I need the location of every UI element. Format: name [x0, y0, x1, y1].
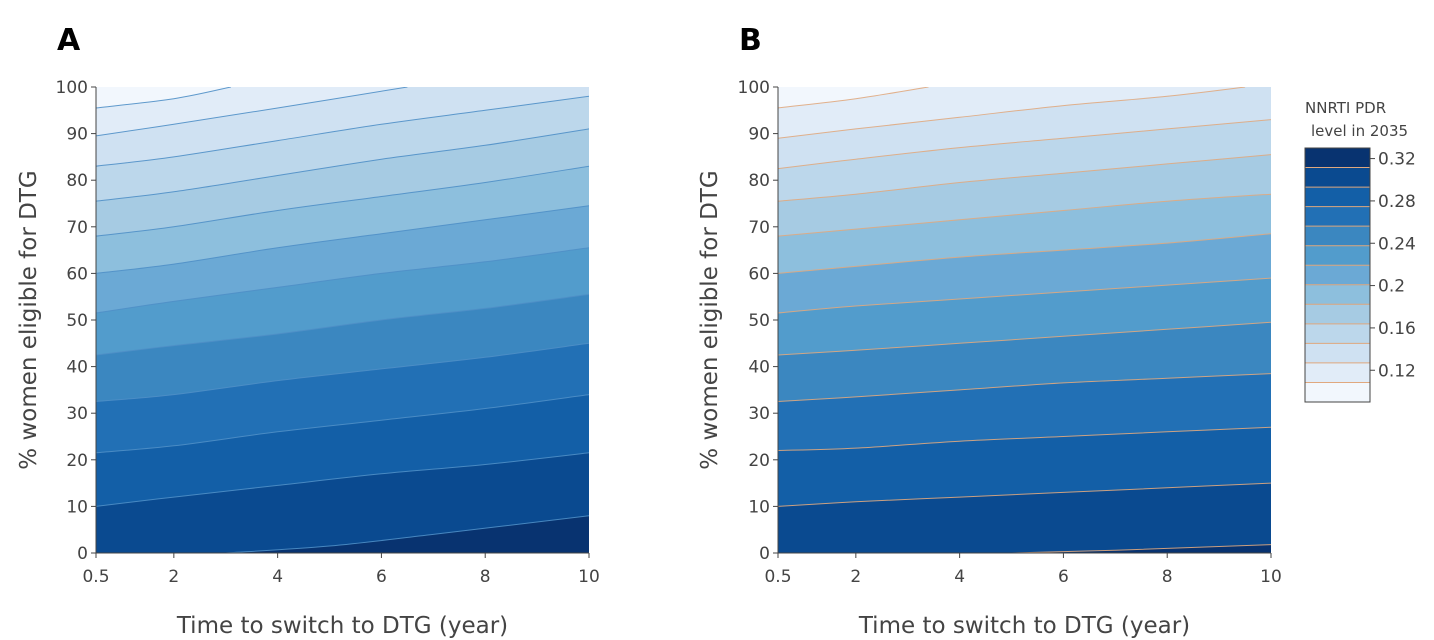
- colorbar-band: [1305, 343, 1370, 364]
- colorbar-frame: [1304, 147, 1371, 403]
- colorbar-band: [1305, 382, 1370, 403]
- y-tick-label: 80: [66, 171, 88, 191]
- x-tick-label: 0.5: [82, 567, 109, 587]
- colorbar-tick-label: 0.12: [1378, 361, 1416, 381]
- colorbar-band: [1305, 265, 1370, 286]
- contour-line: [96, 452, 589, 507]
- y-tick-label: 100: [738, 78, 770, 98]
- y-tick-label: 90: [748, 125, 770, 145]
- contour-line: [96, 205, 589, 274]
- y-tick-label: 0: [759, 544, 770, 564]
- colorbar-title: level in 2035: [1311, 122, 1408, 140]
- contour-line: [778, 233, 1271, 274]
- contour-line: [778, 426, 1271, 451]
- x-axis-title: Time to switch to DTG (year): [176, 613, 508, 639]
- contour-line: [778, 87, 929, 109]
- y-tick-label: 50: [748, 311, 770, 331]
- panel-b: 0 10 20 30 40 50 60 70 80 90 100 0.5 2 4 6 8 10 Time to s…: [697, 23, 1282, 639]
- panel-label: B: [739, 23, 762, 58]
- colorbar-band: [1305, 284, 1370, 305]
- contour-line: [96, 293, 589, 356]
- y-tick-label: 60: [66, 264, 88, 284]
- y-tick-label: 60: [748, 264, 770, 284]
- contour-line: [778, 482, 1271, 507]
- contour-line: [96, 95, 589, 167]
- y-axis-title: % women eligible for DTG: [697, 170, 723, 469]
- y-tick-label: 70: [748, 218, 770, 238]
- plot-area: [96, 87, 589, 553]
- colorbar-band: [1305, 304, 1370, 325]
- y-tick-label: 40: [66, 358, 88, 378]
- contour-line: [778, 87, 1246, 139]
- y-axis-title: % women eligible for DTG: [16, 170, 42, 469]
- contour-line: [778, 119, 1271, 170]
- x-tick-label: 10: [578, 567, 600, 587]
- contour-line: [96, 128, 589, 202]
- y-tick-label: 0: [77, 544, 88, 564]
- contour-band: [778, 87, 929, 108]
- y-tick-label: 80: [748, 171, 770, 191]
- x-tick-label: 8: [1162, 567, 1173, 587]
- y-tick-label: 50: [66, 311, 88, 331]
- contour-line: [96, 87, 408, 137]
- y-tick-label: 40: [748, 358, 770, 378]
- contour-line: [96, 87, 231, 109]
- colorbar-band: [1305, 323, 1370, 344]
- y-tick-label: 100: [56, 78, 88, 98]
- colorbar-tick-label: 0.24: [1378, 234, 1416, 254]
- x-tick-label: 6: [376, 567, 387, 587]
- contour-line: [96, 342, 589, 402]
- x-tick-label: 10: [1260, 567, 1282, 587]
- contour-line: [96, 394, 589, 454]
- contour-line: [225, 515, 589, 553]
- y-tick-label: 30: [66, 404, 88, 424]
- contour-line: [1011, 544, 1271, 553]
- panel-label: A: [57, 23, 81, 58]
- x-axis-title: Time to switch to DTG (year): [858, 613, 1190, 639]
- contour-line: [778, 277, 1271, 314]
- y-tick-label: 10: [748, 497, 770, 517]
- colorbar-band: [1305, 206, 1370, 227]
- colorbar-tick-label: 0.28: [1378, 192, 1416, 212]
- colorbar-band: [1305, 245, 1370, 266]
- y-tick-label: 10: [66, 497, 88, 517]
- plot-area: [778, 87, 1271, 553]
- colorbar-tick-label: 0.32: [1378, 150, 1416, 170]
- colorbar-title: NNRTI PDR: [1305, 99, 1386, 117]
- colorbar-band: [1305, 167, 1370, 188]
- contour-line: [778, 154, 1271, 202]
- colorbar-band: [1305, 362, 1370, 383]
- x-tick-label: 2: [168, 567, 179, 587]
- colorbar-tick-label: 0.16: [1378, 319, 1416, 339]
- contour-line: [778, 373, 1271, 402]
- x-tick-label: 2: [850, 567, 861, 587]
- panel-a: 0 10 20 30 40 50 60 70 80 90 100 0.5 2 4 6 8 10 Time to s…: [16, 23, 600, 639]
- contour-band: [96, 87, 231, 108]
- x-tick-label: 0.5: [764, 567, 791, 587]
- contour-line: [96, 165, 589, 237]
- y-tick-label: 90: [66, 125, 88, 145]
- contour-line: [96, 247, 589, 314]
- x-tick-label: 4: [954, 567, 965, 587]
- y-tick-label: 70: [66, 218, 88, 238]
- x-tick-label: 4: [272, 567, 283, 587]
- y-tick-label: 30: [748, 404, 770, 424]
- colorbar-band: [1305, 226, 1370, 247]
- colorbar-band: [1305, 187, 1370, 208]
- colorbar-band: [1305, 148, 1370, 169]
- y-tick-label: 20: [748, 451, 770, 471]
- contour-line: [778, 321, 1271, 356]
- y-tick-label: 20: [66, 451, 88, 471]
- contour-line: [778, 193, 1271, 237]
- colorbar: 0.32 0.28 0.24 0.2 0.16 0.12 NNRTI PDR level in…: [1304, 99, 1416, 403]
- x-tick-label: 8: [480, 567, 491, 587]
- x-tick-label: 6: [1058, 567, 1069, 587]
- colorbar-tick-label: 0.2: [1378, 277, 1405, 297]
